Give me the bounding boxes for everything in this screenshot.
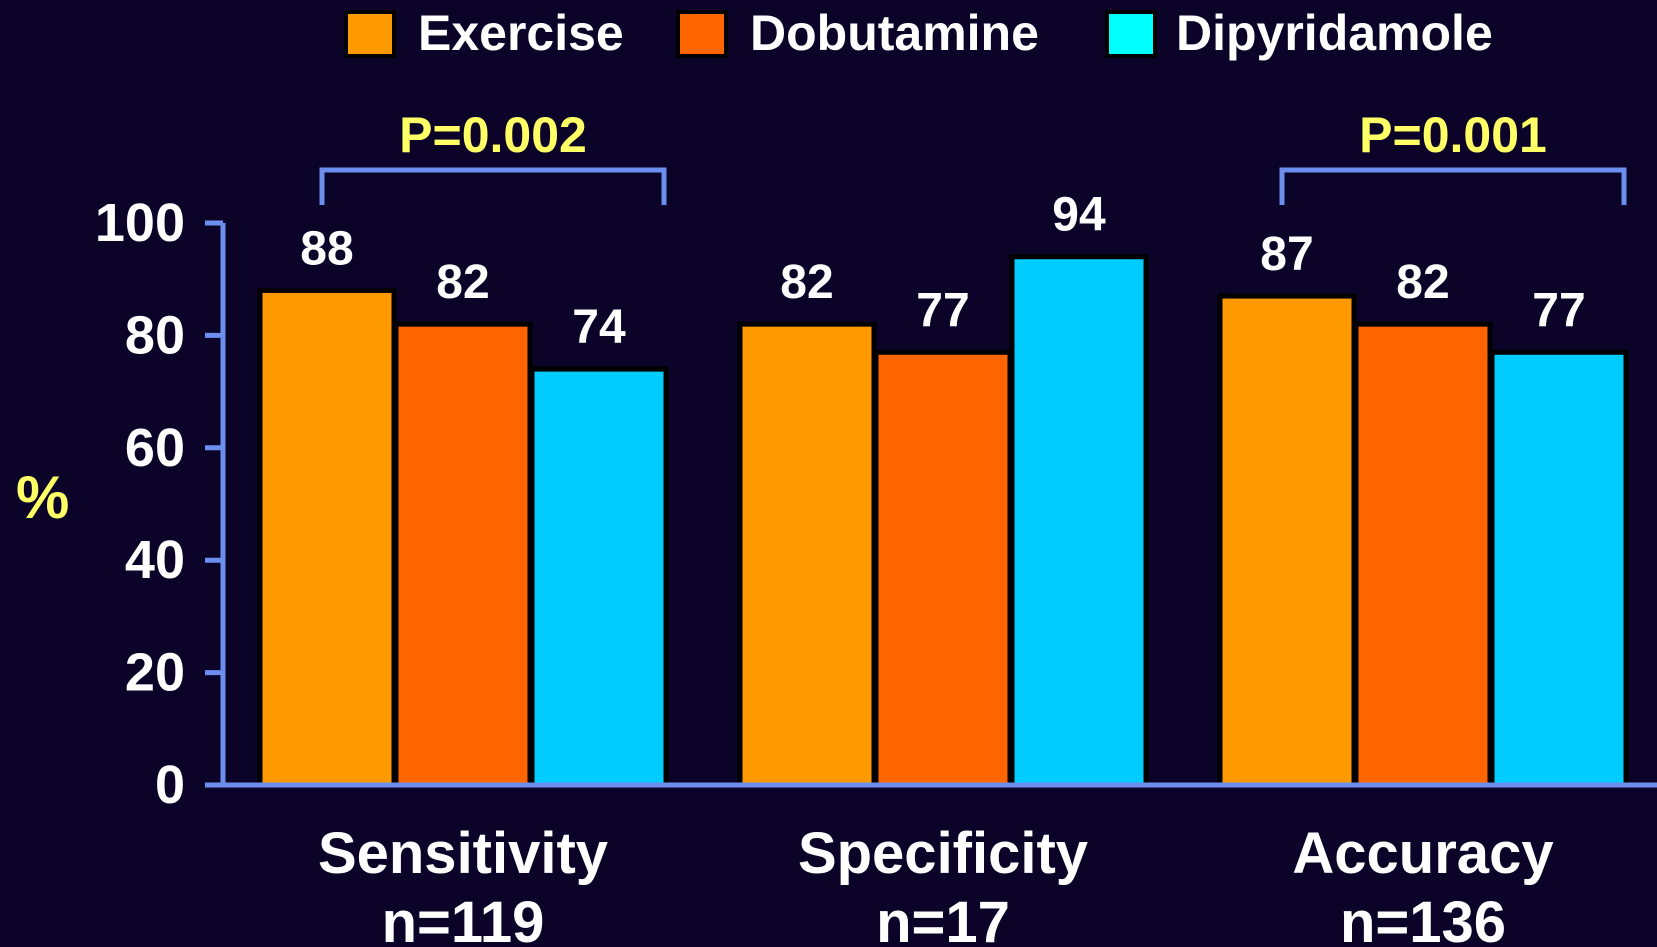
legend-label-dobutamine: Dobutamine [750,5,1039,61]
y-tick-label: 80 [125,305,185,365]
x-category-sublabel-sensitivity: n=119 [382,890,545,947]
legend-label-dipyridamole: Dipyridamole [1176,5,1493,61]
legend: Exercise Dobutamine Dipyridamole [344,5,1493,61]
legend-label-exercise: Exercise [418,5,624,61]
data-label-specificity-dobutamine: 77 [916,284,969,337]
bar-accuracy-dobutamine [1353,321,1493,788]
y-tick-label: 20 [125,643,185,703]
significance-bracket [1279,167,1627,205]
significance-annotations: P=0.002 P=0.001 [319,107,1627,205]
data-labels: 88 82 87 82 77 82 74 94 77 [300,189,1585,354]
bar-accuracy-dipyridamole [1489,349,1629,788]
significance-bracket [319,167,667,205]
data-label-sensitivity-dobutamine: 82 [436,256,489,309]
legend-swatch-dipyridamole [1105,10,1157,58]
data-label-accuracy-dobutamine: 82 [1396,256,1449,309]
data-label-sensitivity-exercise: 88 [300,222,353,275]
p-value-label: P=0.001 [1359,107,1547,163]
data-label-sensitivity-dipyridamole: 74 [572,301,626,354]
y-tick-label: 0 [155,755,185,815]
bar-specificity-dobutamine [873,349,1013,788]
y-tick-label: 100 [95,193,185,253]
bars [257,254,1629,788]
bar-specificity-dipyridamole [1009,254,1149,788]
y-tick-label: 40 [125,530,185,590]
legend-swatch-exercise [344,10,396,58]
bar-specificity-exercise [737,321,877,788]
p-value-label: P=0.002 [399,107,587,163]
x-category-sublabel-specificity: n=17 [876,890,1010,947]
bar-accuracy-exercise [1217,293,1357,788]
bar-sensitivity-dobutamine [393,321,533,788]
data-label-accuracy-exercise: 87 [1260,228,1313,281]
bar-sensitivity-dipyridamole [529,366,669,788]
x-category-sublabel-accuracy: n=136 [1340,890,1506,947]
bar-sensitivity-exercise [257,287,397,788]
y-tick-label: 60 [125,418,185,478]
y-axis: 0 20 40 60 80 100 [95,193,226,815]
legend-swatch-dobutamine [676,10,728,58]
x-category-label-accuracy: Accuracy [1292,821,1553,886]
x-category-label-sensitivity: Sensitivity [318,821,608,886]
x-category-label-specificity: Specificity [798,821,1088,886]
y-axis-label: % [16,464,69,531]
data-label-accuracy-dipyridamole: 77 [1532,284,1585,337]
data-label-specificity-dipyridamole: 94 [1052,189,1106,242]
data-label-specificity-exercise: 82 [780,256,833,309]
